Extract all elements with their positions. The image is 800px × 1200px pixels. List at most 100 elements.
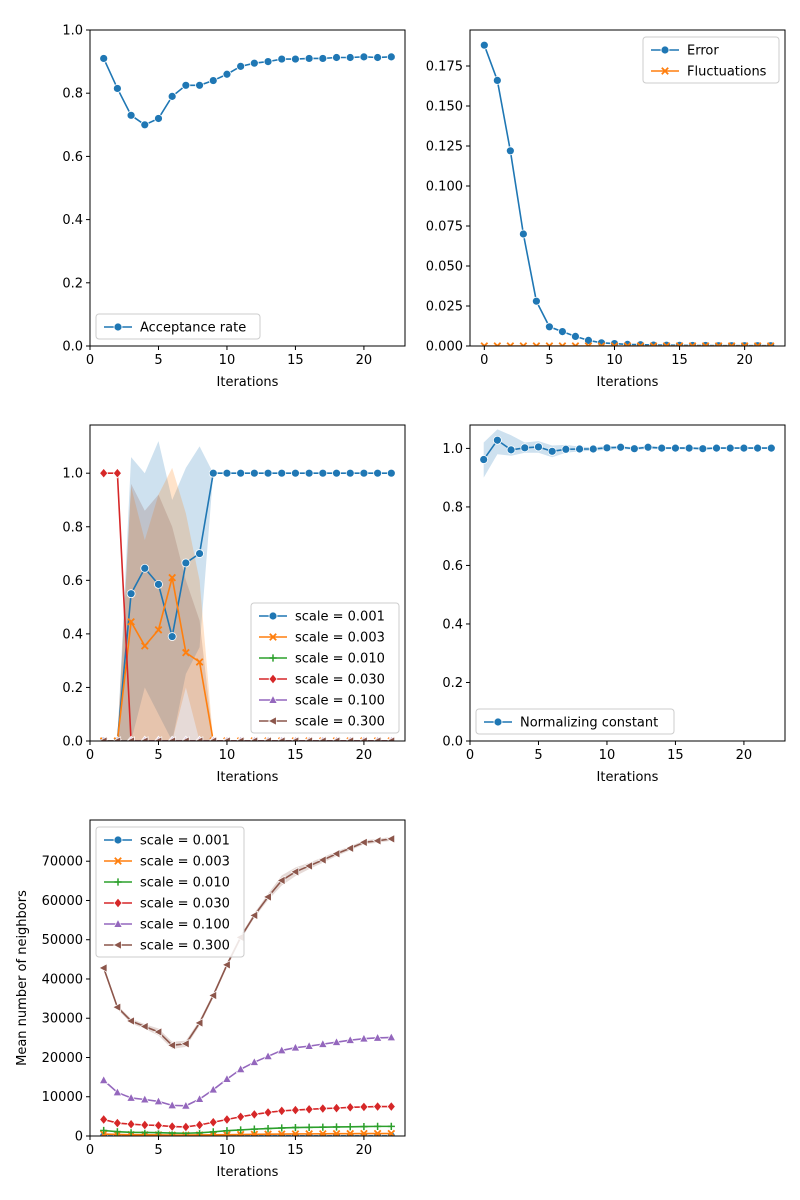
normalizing-constant-point (753, 443, 763, 453)
y-tick-label: 50000 (42, 933, 83, 948)
fluctuations-point (571, 342, 580, 346)
scale-0-300-line (102, 838, 392, 1047)
legend-swatch-marker (114, 878, 122, 886)
acceptance-rate-point (345, 53, 355, 62)
scale-0-030-point (304, 1103, 314, 1115)
fluctuations-point (558, 342, 567, 346)
scale-0-300-point (303, 736, 313, 741)
acceptance-rate-point (167, 91, 177, 101)
acceptance-rate-point (236, 61, 246, 71)
scale-0-100-point (318, 1038, 328, 1048)
x-tick-label: 10 (599, 748, 616, 763)
x-tick-label: 10 (219, 1143, 236, 1158)
x-tick-label: 15 (667, 748, 684, 763)
legend: scale = 0.001 scale = 0.003 scale = 0.010 s… (95, 826, 245, 958)
acceptance-rate-point (291, 54, 300, 64)
normalizing-constant-line (483, 439, 772, 460)
plot-area (479, 429, 776, 478)
scale-0-003-point (127, 617, 135, 626)
fluctuations-point (636, 342, 645, 346)
fluctuations-point (545, 342, 554, 346)
error-point (584, 335, 593, 345)
scale-0-003-point (140, 642, 149, 650)
axes-frame (89, 819, 406, 1137)
error-point (531, 296, 541, 306)
y-tick-label: 0.6 (442, 559, 463, 574)
scale-0-300-point (249, 736, 258, 741)
x-tick-label: 10 (219, 353, 236, 368)
scale-0-003-line (103, 577, 392, 741)
x-axis-label: Iterations (597, 770, 659, 785)
normalizing-constant-point (712, 443, 721, 453)
legend-swatch-marker (112, 940, 122, 950)
normalizing-constant-point (766, 443, 776, 453)
scale-0-001-point (263, 468, 273, 478)
y-tick-label: 0.050 (426, 260, 463, 275)
scale-0-300-point (221, 736, 231, 741)
acceptance-rate-panel: 0 5 10 15 20 0.0 0.2 0.4 0.6 0.8 1.0 Iterations Acce… (62, 24, 406, 390)
scale-0-030-point (112, 1117, 122, 1129)
error-fluctuations-panel: 0 5 10 15 20 0.000 0.025 0.050 0.075 0.100 0.125 0.… (426, 29, 786, 390)
scale-0-300-point (386, 834, 395, 844)
scale-0-003-point (236, 1130, 245, 1136)
scale-0-300-point (358, 736, 368, 741)
x-tick-label: 20 (736, 748, 753, 763)
normalizing-constant-point (479, 455, 489, 464)
scale-0-001-point (318, 468, 328, 478)
scale-0-010-point (223, 1127, 231, 1135)
scale-0-100-point (386, 1032, 397, 1042)
normalizing-constant-point (534, 442, 543, 452)
x-tick-label: 15 (671, 353, 688, 368)
acceptance-rate-point (195, 80, 204, 90)
scale-0-100-point (235, 1064, 246, 1073)
y-tick-label: 0.8 (62, 87, 83, 102)
scale-0-300-point (249, 910, 258, 921)
x-tick-label: 0 (480, 353, 488, 368)
y-tick-label: 0.150 (426, 100, 463, 115)
scale-0-100-line (103, 1036, 392, 1107)
scale-0-300-point (153, 736, 163, 741)
scale-0-100-point (98, 1075, 109, 1084)
y-tick-label: 60000 (42, 894, 83, 909)
normalizing-constant-point (698, 444, 708, 454)
acceptance-rate-point (140, 120, 150, 130)
fluctuations-point (584, 342, 593, 346)
scale-0-100-point (139, 1094, 150, 1104)
normalizing-constant-point (575, 444, 584, 454)
scale-0-300-point (180, 736, 190, 741)
scale-0-300-point (317, 736, 327, 741)
scale-0-100-point (167, 1100, 177, 1110)
acceptance-rate-line (102, 56, 392, 126)
x-axis-label: Iterations (597, 375, 659, 390)
scale-0-010-point (332, 1123, 341, 1131)
scale-0-100-point (222, 1073, 232, 1083)
error-point (518, 229, 528, 239)
legend-label: Acceptance rate (140, 321, 246, 336)
scale-0-300-point (235, 736, 245, 741)
scale-0-001-point (359, 468, 369, 478)
y-tick-label: 0.000 (426, 340, 463, 355)
normalizing-constant-point (588, 444, 598, 454)
scale-0-001-point (277, 468, 287, 478)
legend-swatch-marker (269, 654, 277, 662)
legend-swatch-marker (113, 322, 123, 332)
scale-0-300-point (180, 1038, 190, 1049)
scale-0-001-point (332, 468, 341, 478)
axes-frame (469, 424, 786, 742)
normalizing-constant-point (520, 443, 530, 453)
scale-0-003-point (264, 1130, 272, 1136)
normalizing-constant-point (643, 442, 653, 452)
legend: Acceptance rate (95, 313, 261, 340)
y-tick-label: 0.4 (62, 627, 83, 642)
fluctuations-point (610, 342, 619, 346)
scale-0-010-point (195, 1129, 204, 1136)
scale-0-300-point (166, 1040, 176, 1051)
legend: Normalizing constant (475, 708, 675, 735)
scale-fraction-panel: 0 5 10 15 20 0.0 0.2 0.4 0.6 0.8 1.0 Iterations scal… (62, 424, 406, 785)
y-tick-label: 30000 (42, 1012, 83, 1027)
x-tick-label: 15 (287, 1143, 304, 1158)
scale-0-300-point (98, 963, 108, 973)
scale-0-300-point (372, 736, 382, 741)
plot-area (98, 441, 396, 741)
fluctuations-point (662, 342, 671, 346)
